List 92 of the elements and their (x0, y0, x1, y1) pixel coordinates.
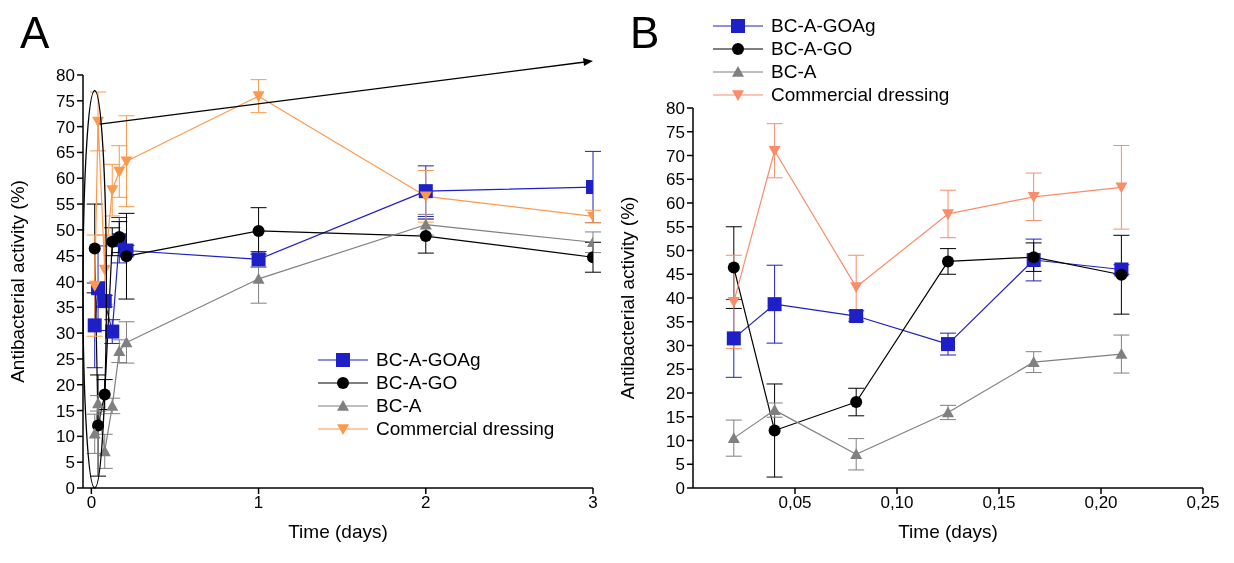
y-axis-title: Antibacterial activity (%) (616, 196, 638, 400)
y-tick-label: 50 (56, 220, 75, 240)
point (113, 166, 126, 178)
y-tick-label: 10 (666, 431, 685, 451)
y-tick-label: 75 (666, 122, 685, 142)
point (941, 337, 955, 352)
point (88, 427, 101, 439)
point (767, 297, 782, 312)
x-tick-label: 0,10 (880, 493, 914, 513)
point (1115, 268, 1128, 281)
point (850, 448, 863, 460)
point (113, 345, 126, 356)
point (1115, 182, 1128, 194)
point (113, 231, 126, 244)
y-tick-label: 60 (666, 194, 685, 214)
point (1027, 356, 1040, 367)
y-tick-label: 25 (56, 349, 75, 369)
x-tick-label: 0 (86, 493, 97, 513)
legend-label: Commercial dressing (376, 417, 555, 440)
legend-label: Commercial dressing (771, 83, 950, 106)
x-tick-label: 0,20 (1084, 493, 1118, 513)
y-tick-label: 20 (666, 384, 685, 404)
y-tick-label: 50 (666, 241, 685, 261)
point (942, 255, 954, 268)
point (768, 145, 781, 157)
point (727, 297, 740, 308)
point (120, 336, 133, 348)
y-tick-label: 45 (56, 246, 75, 266)
x-tick-label: 0,25 (1186, 493, 1220, 513)
y-tick-label: 15 (666, 407, 685, 427)
y-tick-label: 15 (56, 401, 75, 421)
y-tick-label: 30 (666, 336, 685, 356)
y-tick-label: 55 (666, 217, 685, 237)
point (768, 424, 781, 437)
point (88, 242, 101, 255)
point (727, 261, 740, 274)
point (106, 185, 119, 197)
y-tick-label: 25 (666, 360, 685, 380)
point (726, 331, 741, 346)
point (727, 432, 740, 443)
y-tick-label: 70 (56, 117, 75, 137)
y-tick-label: 60 (56, 169, 75, 189)
legend-label: BC-A (376, 394, 422, 417)
y-tick-label: 65 (56, 143, 75, 163)
point (850, 396, 863, 409)
point (252, 91, 265, 103)
x-tick-label: 2 (421, 493, 431, 513)
x-axis-title: Time (days) (288, 521, 388, 542)
point (419, 230, 432, 243)
y-tick-label: 35 (56, 298, 75, 318)
y-tick-label: 40 (666, 289, 685, 309)
y-tick-label: 80 (56, 66, 75, 86)
x-tick-label: 3 (588, 493, 598, 513)
x-tick-label: 0,15 (982, 493, 1016, 513)
chart-title: A (20, 8, 50, 58)
y-axis-title: Antibacterial activity (%) (6, 180, 28, 383)
point (120, 156, 133, 168)
point (942, 209, 954, 220)
point (120, 250, 133, 263)
y-tick-label: 20 (56, 375, 75, 395)
y-tick-label: 65 (666, 170, 685, 190)
point (419, 191, 432, 203)
y-tick-label: 45 (666, 265, 685, 285)
y-tick-label: 30 (56, 324, 75, 344)
y-tick-label: 0 (65, 479, 75, 499)
point (1027, 192, 1040, 203)
point (419, 218, 432, 230)
legend-label: BC-A-GO (376, 371, 458, 394)
x-tick-label: 1 (253, 493, 264, 513)
y-tick-label: 5 (675, 455, 685, 475)
x-tick-label: 0,05 (778, 493, 812, 513)
point (88, 280, 101, 292)
legend-label: BC-A-GOAg (771, 14, 876, 37)
y-tick-label: 70 (666, 146, 685, 166)
point (850, 282, 863, 294)
y-tick-label: 5 (65, 453, 75, 473)
point (87, 318, 102, 333)
y-tick-label: 40 (56, 272, 75, 292)
legend-label: BC-A-GO (771, 37, 853, 60)
point (252, 224, 265, 237)
y-tick-label: 0 (675, 479, 685, 499)
x-axis-title: Time (days) (898, 521, 998, 542)
legend-label: BC-A (771, 60, 817, 83)
y-tick-label: 55 (56, 195, 75, 215)
y-tick-label: 80 (666, 99, 685, 119)
y-tick-label: 10 (56, 427, 75, 447)
legend-label: BC-A-GOAg (376, 348, 481, 371)
y-tick-label: 35 (666, 312, 685, 332)
point (106, 399, 119, 411)
chart-title: B (630, 8, 660, 58)
y-tick-label: 75 (56, 91, 75, 111)
point (1115, 348, 1128, 359)
